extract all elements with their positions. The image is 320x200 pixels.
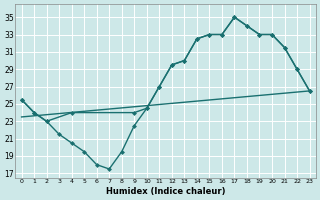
X-axis label: Humidex (Indice chaleur): Humidex (Indice chaleur) bbox=[106, 187, 225, 196]
